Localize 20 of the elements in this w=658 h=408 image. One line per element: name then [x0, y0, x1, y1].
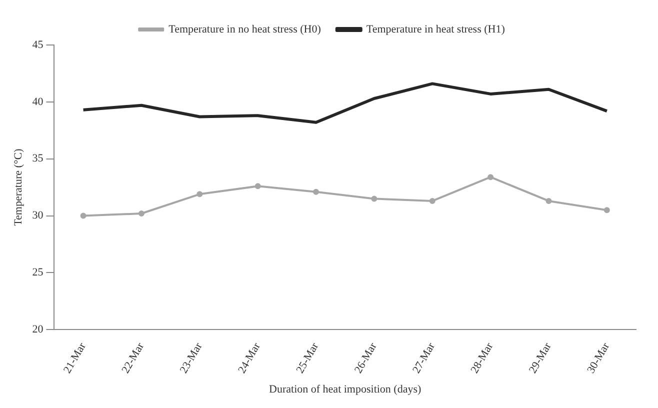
y-tick-label: 30	[32, 210, 44, 222]
y-tick-label: 25	[32, 266, 44, 279]
point	[604, 207, 610, 214]
legend-label: Temperature in no heat stress (H0)	[168, 23, 322, 36]
point	[429, 198, 436, 204]
point	[371, 196, 378, 202]
point	[80, 212, 86, 219]
y-tick-label: 20	[32, 324, 44, 336]
y-tick-label: 35	[32, 152, 44, 165]
legend-label: Temperature in heat stress (H1)	[366, 23, 506, 36]
y-tick-label: 40	[32, 96, 44, 108]
point	[138, 210, 144, 216]
point	[196, 191, 203, 198]
y-tick-label: 45	[32, 38, 44, 51]
point	[546, 198, 552, 204]
point	[313, 188, 320, 195]
x-axis-title: Duration of heat imposition (days)	[269, 383, 422, 396]
y-axis-title: Temperature (°C)	[12, 148, 24, 226]
point	[254, 183, 261, 190]
point	[488, 174, 494, 180]
